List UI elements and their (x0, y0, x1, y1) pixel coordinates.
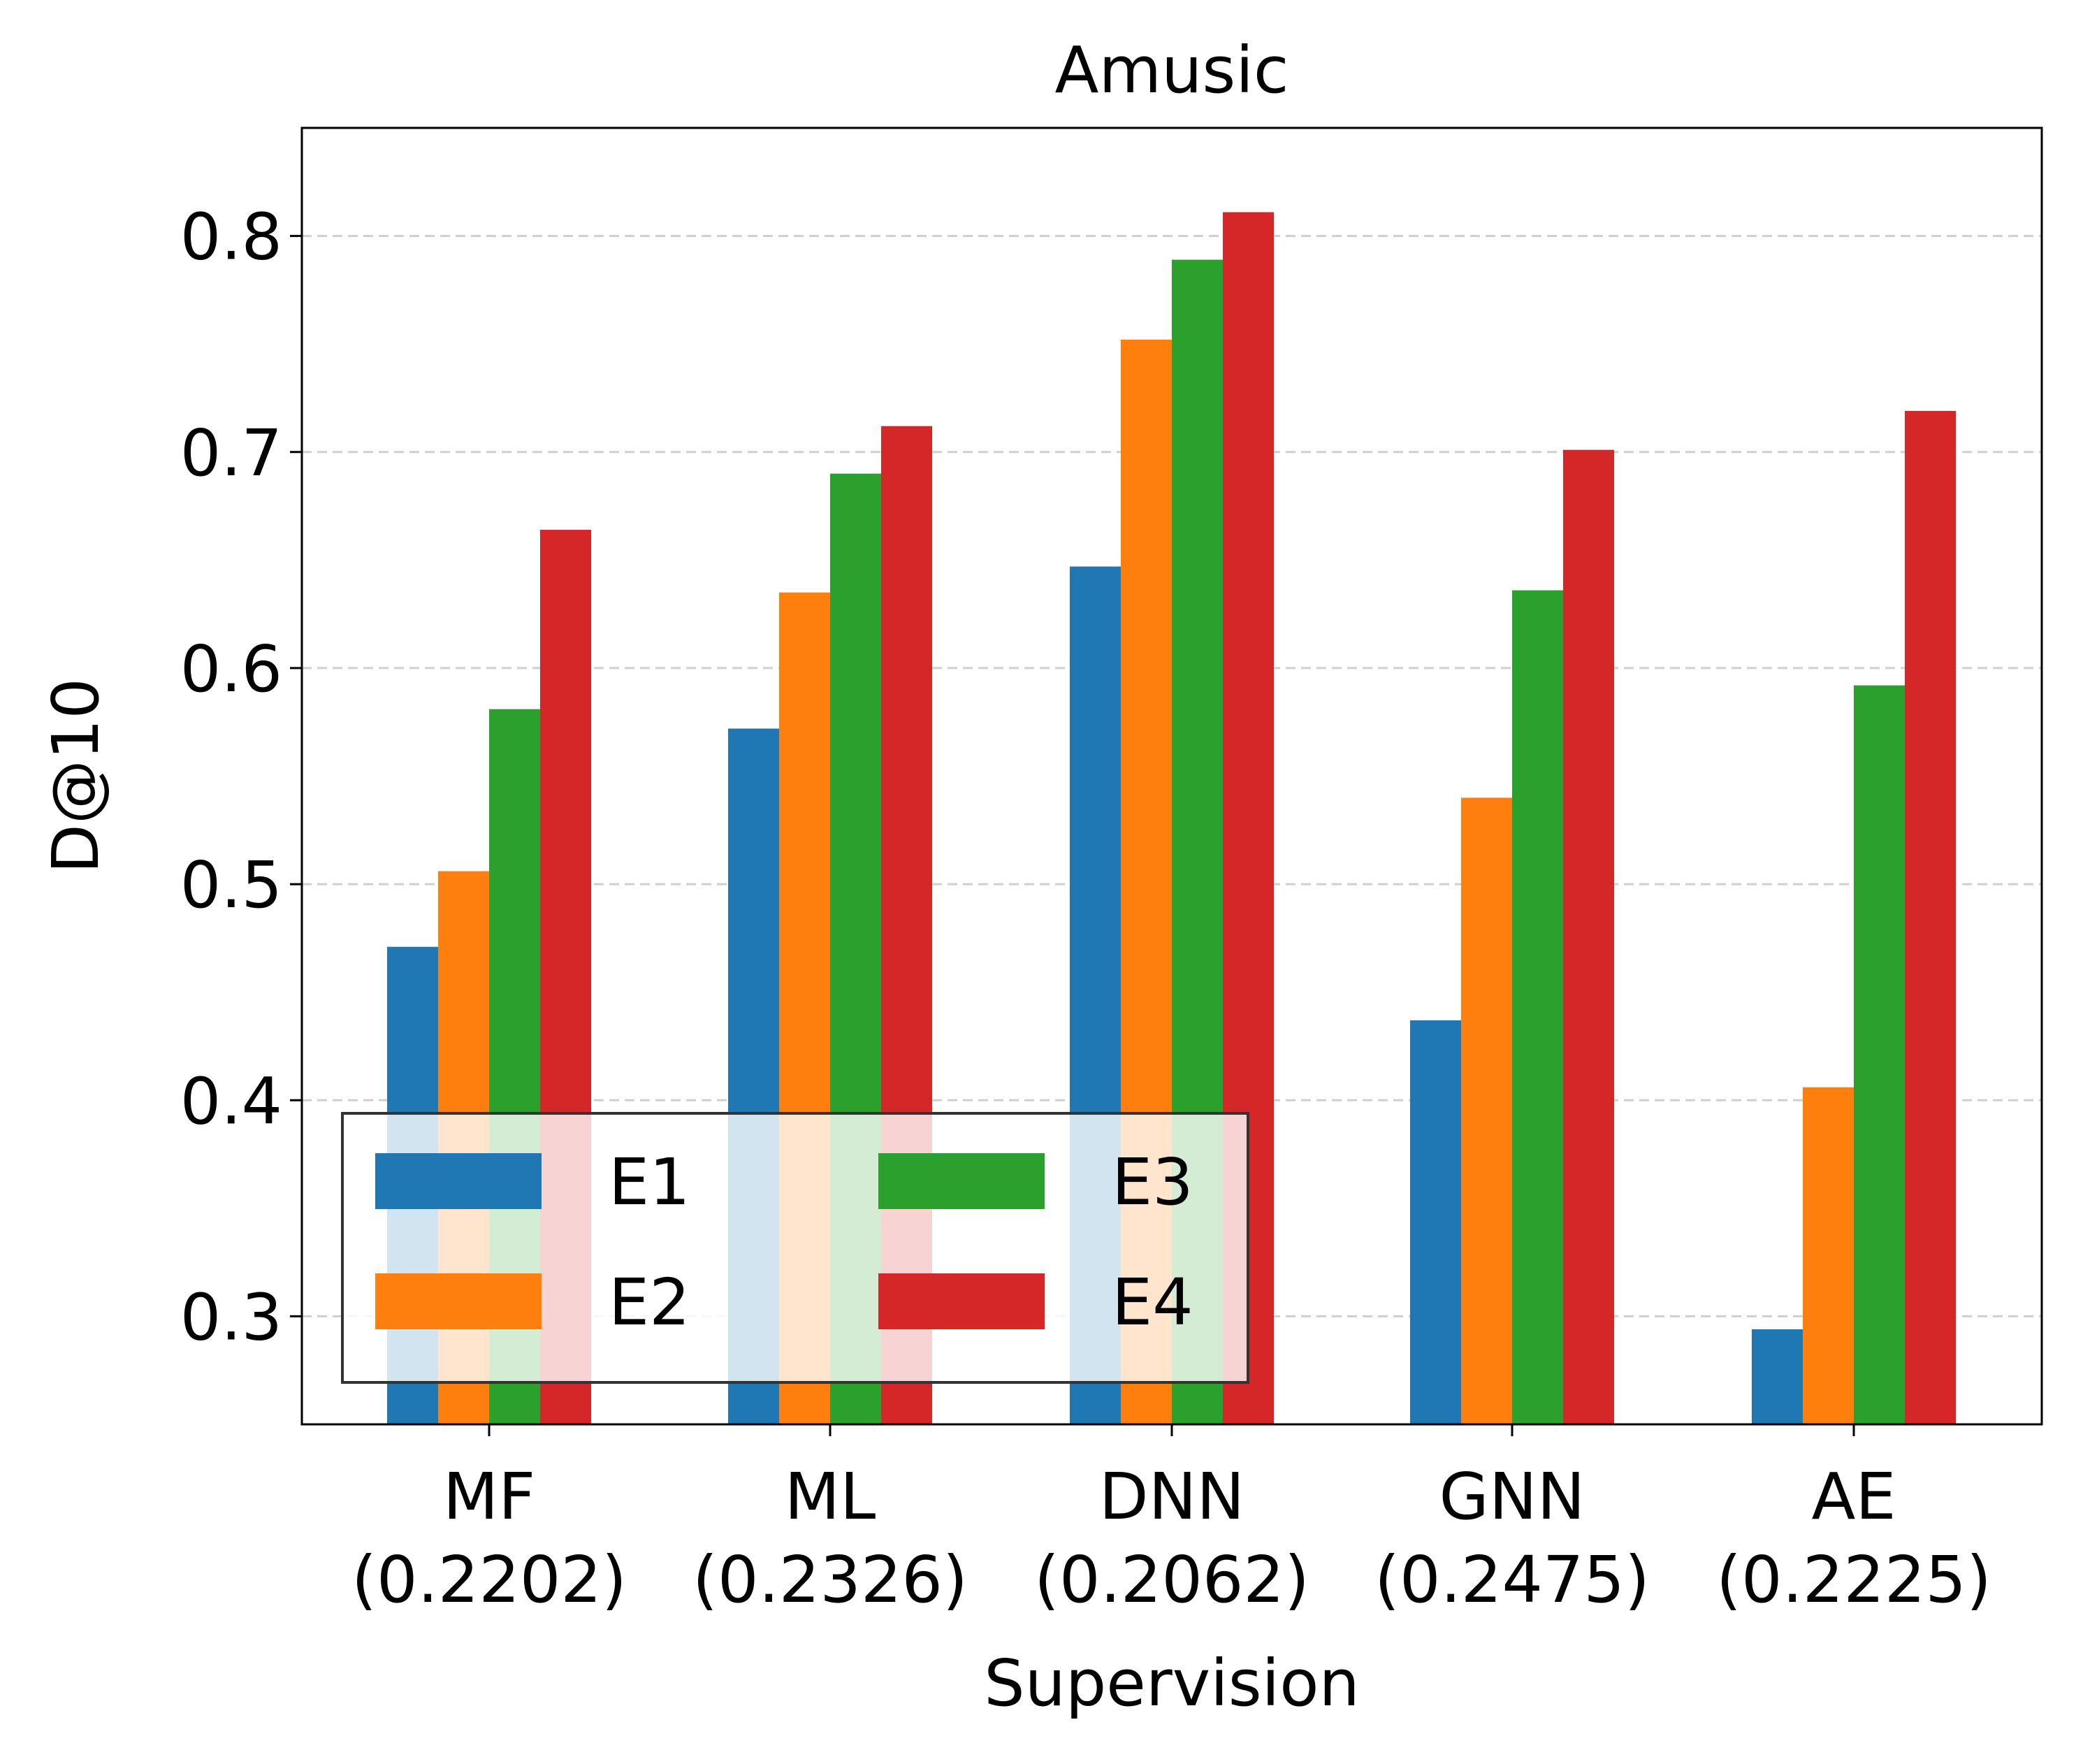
x-tick-label: MF (443, 1459, 535, 1534)
legend-label-e4: E4 (1112, 1265, 1193, 1340)
x-tick-sublabel: (0.2475) (1374, 1542, 1650, 1617)
y-tick-label: 0.7 (180, 416, 282, 491)
bar-gnn-e1 (1410, 1020, 1461, 1424)
x-tick-sublabel: (0.2202) (351, 1542, 627, 1617)
bar-gnn-e4 (1563, 449, 1614, 1424)
bar-gnn-e3 (1512, 590, 1563, 1424)
y-tick-label: 0.8 (180, 200, 282, 275)
bar-ae-e2 (1803, 1087, 1854, 1424)
bar-gnn-e2 (1461, 797, 1512, 1424)
legend-swatch-e1 (375, 1153, 542, 1209)
x-tick-label: ML (785, 1459, 876, 1534)
x-tick-sublabel: (0.2225) (1716, 1542, 1991, 1617)
legend-label-e2: E2 (609, 1265, 690, 1340)
legend: E1 E2 E3 E4 (341, 1112, 1249, 1384)
legend-swatch-e3 (878, 1153, 1045, 1209)
legend-swatch-e4 (878, 1273, 1045, 1329)
y-tick-label: 0.6 (180, 632, 282, 707)
legend-label-e3: E3 (1112, 1145, 1193, 1220)
y-tick-label: 0.4 (180, 1064, 282, 1138)
y-tick-label: 0.3 (180, 1280, 282, 1354)
chart-title: Amusic (1055, 33, 1289, 108)
bar-ae-e1 (1752, 1329, 1803, 1424)
y-axis-label: D@10 (38, 678, 113, 874)
legend-label-e1: E1 (609, 1145, 690, 1220)
x-axis-label: Supervision (984, 1646, 1360, 1721)
y-tick-label: 0.5 (180, 848, 282, 923)
y-axis: 0.3 0.4 0.5 0.6 0.7 0.8 (180, 200, 302, 1354)
x-tick-sublabel: (0.2326) (692, 1542, 968, 1617)
bar-ae-e4 (1905, 411, 1956, 1425)
x-axis: MF (0.2202) ML (0.2326) DNN (0.2062) GNN (0.247… (351, 1424, 1991, 1617)
x-tick-label: GNN (1439, 1459, 1585, 1534)
x-tick-label: AE (1811, 1459, 1896, 1534)
legend-swatch-e2 (375, 1273, 542, 1329)
x-tick-label: DNN (1099, 1459, 1244, 1534)
x-tick-sublabel: (0.2062) (1034, 1542, 1309, 1617)
bar-ae-e3 (1854, 685, 1905, 1424)
